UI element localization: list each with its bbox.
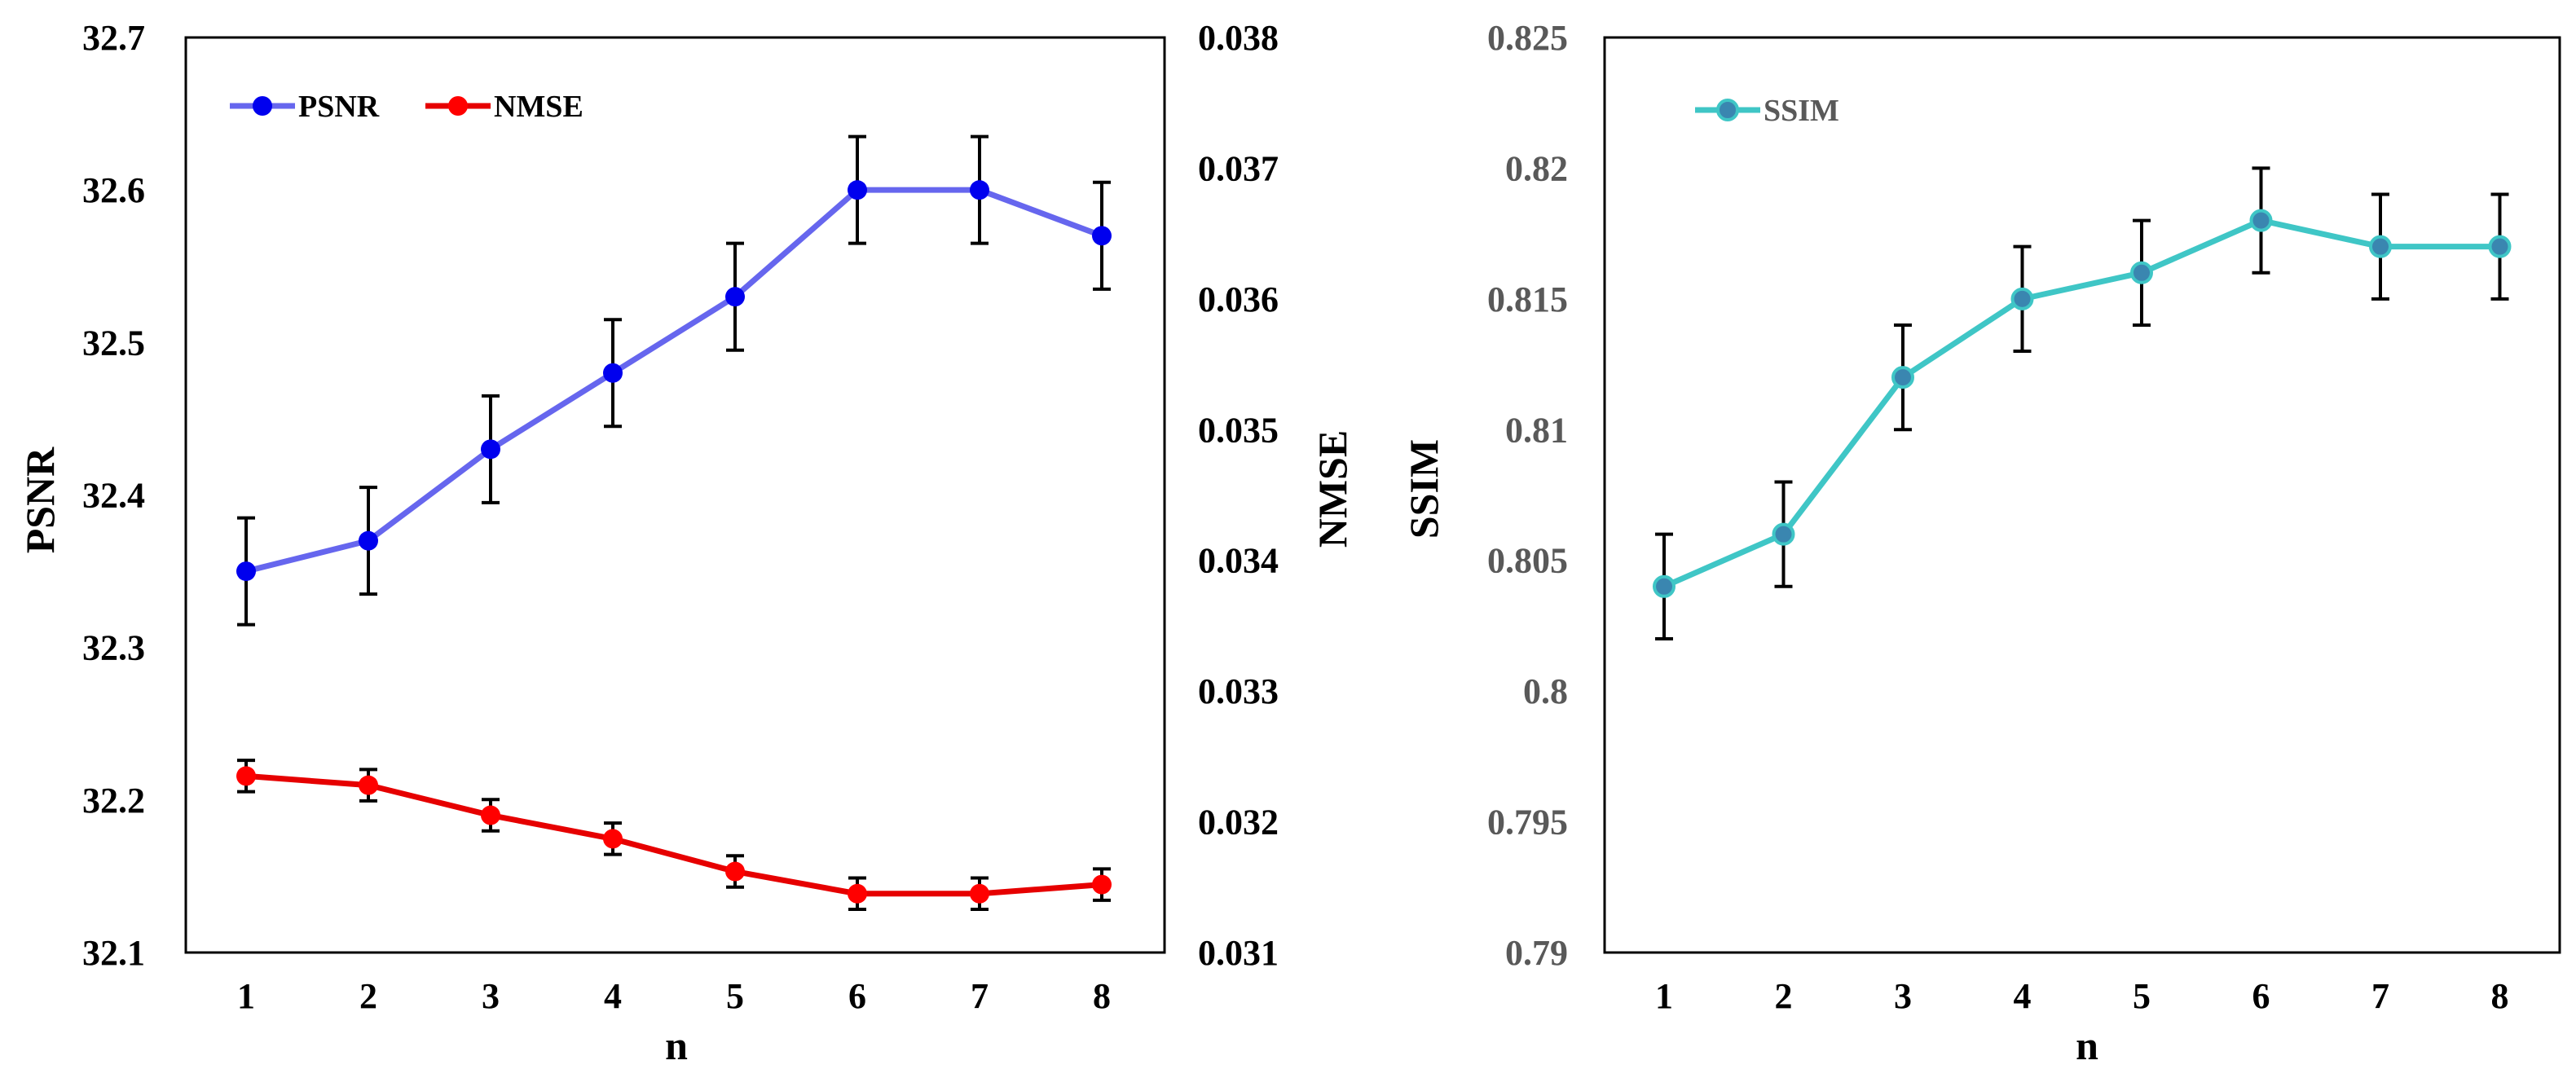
y-tick-label: 32.1: [82, 933, 145, 973]
y-tick-label: 32.3: [82, 628, 145, 668]
ssim-point: [1772, 522, 1795, 546]
nmse-point: [481, 805, 500, 825]
nmse-point: [236, 766, 256, 786]
x-tick-label: 4: [604, 976, 622, 1016]
ssim-point: [2249, 209, 2273, 232]
ssim-point: [1891, 366, 1914, 389]
y-tick-label: 32.6: [82, 170, 145, 210]
y-tick-label: 32.2: [82, 781, 145, 821]
plot-frame: [184, 36, 1166, 954]
nmse-point: [725, 861, 745, 882]
psnr-point: [970, 180, 989, 200]
x-tick-label: 7: [971, 976, 989, 1016]
legend-marker: [1716, 99, 1739, 121]
ssim-point: [1653, 574, 1676, 598]
ssim-point: [2010, 287, 2034, 310]
legend-label-nmse: NMSE: [494, 90, 583, 124]
x-tick-label: 5: [726, 976, 744, 1016]
nmse-point: [970, 883, 989, 904]
x-tick-label: 1: [1655, 976, 1673, 1016]
legend-marker: [253, 96, 272, 116]
ssim-point: [2488, 235, 2512, 258]
legend-marker: [448, 96, 468, 116]
nmse-point: [359, 775, 378, 795]
y-right-tick-label: 0.036: [1198, 279, 1279, 319]
y-right-tick-label: 0.034: [1198, 541, 1279, 581]
y-right-tick-label: 0.038: [1198, 18, 1279, 58]
x-axis-title: n: [665, 1023, 688, 1068]
x-tick-label: 8: [2491, 976, 2509, 1016]
psnr-point: [848, 180, 867, 200]
y-right-tick-label: 0.035: [1198, 410, 1279, 450]
y-tick-label: 0.825: [1487, 18, 1568, 58]
y-tick-label: 0.8: [1523, 671, 1568, 711]
x-tick-label: 2: [1775, 976, 1793, 1016]
x-tick-label: 2: [359, 976, 377, 1016]
x-tick-label: 1: [237, 976, 255, 1016]
y-tick-label: 0.79: [1505, 933, 1568, 973]
x-axis-title: n: [2076, 1023, 2098, 1068]
legend-label-ssim: SSIM: [1764, 94, 1839, 128]
x-tick-label: 7: [2371, 976, 2389, 1016]
psnr-line: [245, 187, 1103, 574]
y-tick-label: 0.815: [1487, 279, 1568, 319]
nmse-line: [245, 772, 1103, 897]
x-tick-label: 6: [848, 976, 866, 1016]
y-tick-label: 32.4: [82, 476, 145, 516]
ssim-line: [1662, 218, 2500, 590]
legend-label-psnr: PSNR: [298, 90, 380, 124]
y-tick-label: 32.5: [82, 323, 145, 363]
y-tick-label: 0.805: [1487, 541, 1568, 581]
ssim-point: [2369, 235, 2392, 258]
nmse-point: [848, 883, 867, 904]
x-tick-label: 4: [2014, 976, 2032, 1016]
psnr-point: [725, 287, 745, 307]
x-tick-label: 5: [2133, 976, 2151, 1016]
psnr-point: [1092, 226, 1112, 246]
psnr-point: [359, 530, 378, 551]
nmse-point: [603, 829, 623, 849]
y-right-tick-label: 0.032: [1198, 803, 1279, 843]
y-tick-label: 0.795: [1487, 803, 1568, 843]
psnr-nmse-chart: 32.1 32.2 32.3 32.4 32.5 32.6 32.7 0.031 0.032 0.…: [17, 18, 1355, 1068]
y-right-tick-label: 0.033: [1198, 671, 1279, 711]
psnr-point: [603, 363, 623, 383]
y-tick-label: 0.82: [1505, 148, 1568, 188]
x-tick-label: 6: [2252, 976, 2270, 1016]
ssim-point: [2130, 261, 2153, 284]
y-right-tick-label: 0.031: [1198, 933, 1279, 973]
y-tick-label: 0.81: [1505, 410, 1568, 450]
psnr-point: [481, 439, 500, 460]
x-tick-label: 8: [1093, 976, 1111, 1016]
y-axis-title: SSIM: [1401, 439, 1447, 539]
plot-frame: [1603, 36, 2561, 954]
psnr-point: [236, 561, 256, 582]
nmse-point: [1092, 874, 1112, 895]
y-right-axis-title: NMSE: [1310, 430, 1355, 548]
x-tick-label: 3: [1894, 976, 1912, 1016]
x-tick-label: 3: [482, 976, 500, 1016]
y-axis-title: PSNR: [17, 447, 63, 553]
y-right-tick-label: 0.037: [1198, 148, 1279, 188]
y-tick-label: 32.7: [82, 18, 145, 58]
ssim-chart: 0.79 0.795 0.8 0.805 0.81 0.815 0.82 0.825 1 2 3 4 5…: [1401, 18, 2561, 1068]
